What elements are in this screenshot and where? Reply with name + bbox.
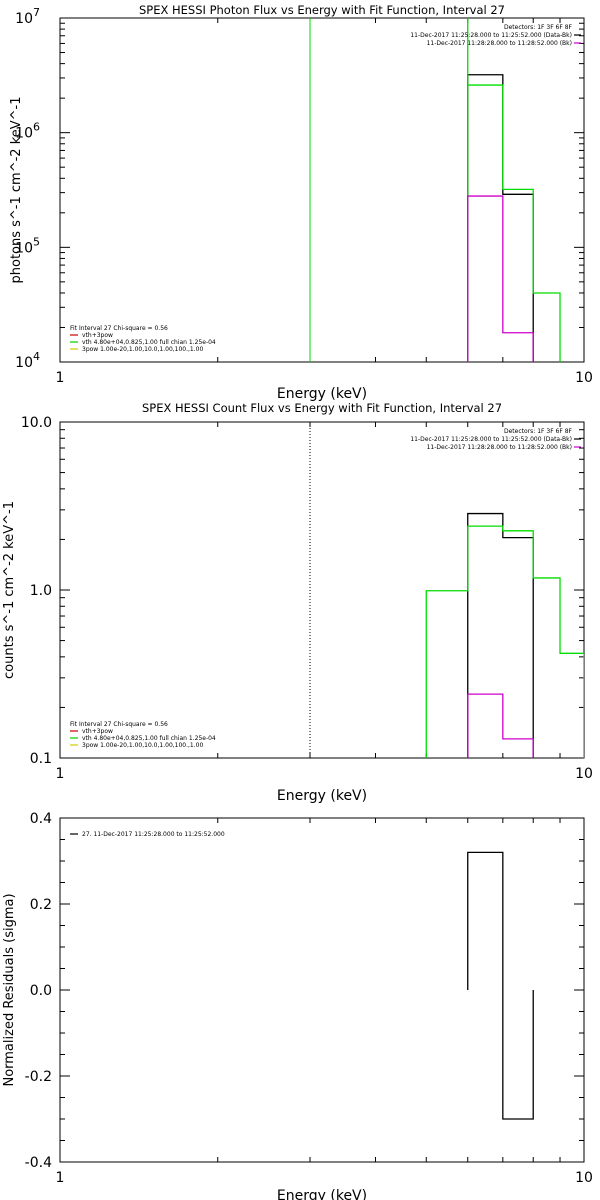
legend-entry: 3pow 1.00e-20,1.00,10.0,1.00,100.,1.00	[82, 742, 203, 749]
y-axis-ticks: 0.4 0.2 0.0 -0.2 -0.4	[25, 811, 584, 1171]
legend-entry: vth+3pow	[82, 332, 113, 339]
plot-data	[309, 18, 561, 362]
series-step-2	[425, 525, 584, 758]
legend-entry: Detectors: 1F 3F 6F 8F	[504, 24, 573, 31]
series-step-1	[467, 851, 534, 1120]
y-tick-exponent: 4	[33, 350, 40, 363]
y-tick-label: 104	[15, 350, 40, 371]
x-tick-label: 1	[56, 1170, 65, 1186]
x-axis-ticks: 1 10	[56, 422, 593, 782]
y-tick-base: 10	[15, 240, 33, 256]
chart-panel-1: SPEX HESSI Photon Flux vs Energy with Fi…	[9, 3, 593, 402]
y-tick-exponent: 5	[33, 235, 40, 248]
series-step-1	[467, 512, 534, 758]
x-axis-ticks: 1 10	[56, 818, 593, 1186]
x-tick-label: 10	[575, 370, 593, 386]
legend-entry: 11-Dec-2017 11:25:28.000 to 11:25:52.000…	[410, 436, 572, 443]
y-tick-label: 0.0	[30, 983, 52, 999]
legend-entry: Fit Interval 27 Chi-square = 0.56	[70, 325, 168, 332]
legend-left: 27. 11-Dec-2017 11:25:28.000 to 11:25:52…	[70, 831, 225, 838]
legend-entry: vth+3pow	[82, 728, 113, 735]
x-axis-label: Energy (keV)	[277, 788, 367, 804]
x-tick-label: 10	[575, 1170, 593, 1186]
y-tick-exponent: 7	[33, 6, 40, 19]
legend-entry: vth 4.80e+04,0.825,1.00 full chian 1.25e…	[82, 735, 216, 742]
chart-title: SPEX HESSI Count Flux vs Energy with Fit…	[142, 401, 502, 415]
plot-data	[467, 851, 534, 1120]
chart-title: SPEX HESSI Photon Flux vs Energy with Fi…	[139, 3, 505, 17]
plot-frame	[59, 17, 585, 363]
y-tick-base: 10	[15, 355, 33, 371]
legend-entry: 27. 11-Dec-2017 11:25:28.000 to 11:25:52…	[82, 831, 225, 838]
y-axis-label: Normalized Residuals (sigma)	[2, 893, 17, 1086]
y-tick-label: 10.0	[21, 415, 52, 431]
y-tick-label: -0.4	[25, 1155, 52, 1171]
series-step-1	[467, 74, 534, 362]
y-tick-label: 107	[15, 6, 40, 27]
x-tick-label: 10	[575, 766, 593, 782]
legend-entry: Detectors: 1F 3F 6F 8F	[504, 428, 573, 435]
y-axis-label: photons s^-1 cm^-2 keV^-1	[9, 96, 24, 283]
y-tick-label: -0.2	[25, 1069, 52, 1085]
series-step-3	[467, 195, 534, 362]
chart-panel-3: 1 10 Energy (keV) 0.4 0.2 0.0 -0.2 -0.4 Normaliz…	[2, 811, 593, 1200]
x-axis-label: Energy (keV)	[277, 1188, 367, 1200]
x-tick-label: 1	[56, 766, 65, 782]
plot-frame	[59, 817, 585, 1163]
legend-entry: vth 4.80e+04,0.825,1.00 full chian 1.25e…	[82, 339, 216, 346]
y-tick-label: 106	[15, 121, 40, 142]
legend-entry: 11-Dec-2017 11:25:28.000 to 11:25:52.000…	[410, 32, 572, 39]
y-tick-base: 10	[15, 11, 33, 27]
x-axis-label: Energy (keV)	[277, 386, 367, 402]
x-tick-label: 1	[56, 370, 65, 386]
legend-entry: 11-Dec-2017 11:28:28.000 to 11:28:52.000…	[427, 40, 572, 47]
y-tick-label: 0.2	[30, 897, 52, 913]
y-tick-base: 10	[15, 126, 33, 142]
plot-frame	[59, 421, 585, 759]
y-tick-label: 0.4	[30, 811, 52, 827]
series-step-2	[467, 18, 561, 362]
y-axis-label: counts s^-1 cm^-2 keV^-1	[2, 501, 17, 679]
legend-left: Fit Interval 27 Chi-square = 0.56vth+3po…	[70, 721, 216, 749]
y-tick-label: 105	[15, 235, 40, 256]
y-axis-ticks: 0.1 1.0 10.0	[21, 415, 584, 767]
y-tick-label: 1.0	[30, 583, 52, 599]
y-tick-exponent: 6	[33, 121, 40, 134]
series-step-3	[467, 693, 534, 758]
y-tick-label: 0.1	[30, 751, 52, 767]
legend-entry: Fit Interval 27 Chi-square = 0.56	[70, 721, 168, 728]
legend-left: Fit Interval 27 Chi-square = 0.56vth+3po…	[70, 325, 216, 353]
legend-entry: 3pow 1.00e-20,1.00,10.0,1.00,100.,1.00	[82, 346, 203, 353]
plot-data	[309, 422, 584, 758]
legend-entry: 11-Dec-2017 11:28:28.000 to 11:28:52.000…	[427, 444, 572, 451]
chart-panel-2: SPEX HESSI Count Flux vs Energy with Fit…	[2, 401, 593, 804]
